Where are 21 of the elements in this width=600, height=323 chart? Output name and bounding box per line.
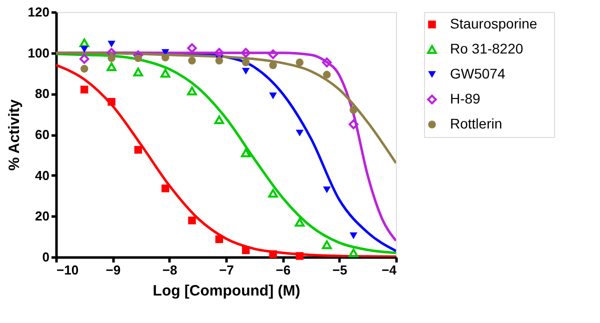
y-tick-label: 20	[35, 208, 50, 224]
x-tick-label: −4	[382, 262, 398, 278]
x-tick-label: −5	[332, 262, 348, 278]
x-tick-label: −7	[219, 262, 234, 278]
legend-label: Rottlerin	[450, 116, 502, 132]
legend-label: H-89	[450, 90, 481, 106]
y-tick-label: 60	[35, 127, 50, 142]
y-tick-label: 40	[35, 168, 50, 183]
y-tick-label: 80	[35, 86, 50, 102]
legend-label: Staurosporine	[450, 16, 538, 32]
x-tick-label: −8	[162, 262, 178, 278]
x-tick-label: −10	[56, 262, 79, 278]
x-tick-label: −9	[106, 262, 121, 278]
x-axis-title: Log [Compound] (M)	[152, 282, 300, 300]
y-tick-label: 0	[42, 250, 50, 264]
y-axis-title: % Activity	[6, 98, 23, 171]
y-tick-label: 100	[28, 45, 50, 60]
y-tick-label: 120	[28, 4, 50, 20]
x-tick-label: −6	[276, 262, 291, 278]
legend-label: Ro 31-8220	[450, 40, 524, 56]
legend-label: GW5074	[450, 66, 506, 82]
